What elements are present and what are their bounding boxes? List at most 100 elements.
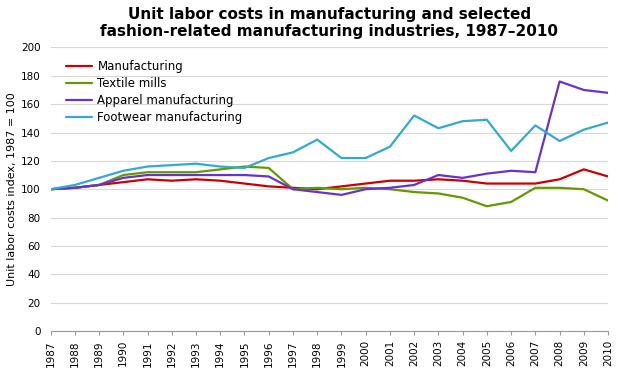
Manufacturing <box>120 180 127 184</box>
Footwear manufacturing <box>410 113 418 118</box>
Footwear manufacturing <box>144 164 151 169</box>
Textile mills <box>168 170 175 174</box>
Apparel manufacturing <box>410 182 418 187</box>
Apparel manufacturing <box>386 186 394 190</box>
Footwear manufacturing <box>507 149 515 153</box>
Apparel manufacturing <box>435 173 442 177</box>
Textile mills <box>95 182 103 187</box>
Footwear manufacturing <box>168 163 175 167</box>
Manufacturing <box>386 178 394 183</box>
Apparel manufacturing <box>459 176 466 180</box>
Apparel manufacturing <box>265 174 272 179</box>
Textile mills <box>144 170 151 174</box>
Apparel manufacturing <box>314 190 321 194</box>
Footwear manufacturing <box>95 176 103 180</box>
Textile mills <box>362 186 370 190</box>
Line: Textile mills: Textile mills <box>51 167 608 206</box>
Footwear manufacturing <box>47 187 55 191</box>
Textile mills <box>241 164 248 169</box>
Footwear manufacturing <box>338 156 345 160</box>
Footwear manufacturing <box>556 139 564 143</box>
Manufacturing <box>168 178 175 183</box>
Apparel manufacturing <box>168 173 175 177</box>
Line: Apparel manufacturing: Apparel manufacturing <box>51 82 608 195</box>
Apparel manufacturing <box>241 173 248 177</box>
Apparel manufacturing <box>120 176 127 180</box>
Textile mills <box>290 187 297 191</box>
Textile mills <box>120 173 127 177</box>
Footwear manufacturing <box>192 161 200 166</box>
Legend: Manufacturing, Textile mills, Apparel manufacturing, Footwear manufacturing: Manufacturing, Textile mills, Apparel ma… <box>62 56 246 128</box>
Footwear manufacturing <box>604 120 612 125</box>
Textile mills <box>531 186 539 190</box>
Manufacturing <box>71 186 79 190</box>
Apparel manufacturing <box>556 79 564 84</box>
Textile mills <box>216 167 224 172</box>
Manufacturing <box>410 178 418 183</box>
Apparel manufacturing <box>192 173 200 177</box>
Textile mills <box>556 186 564 190</box>
Textile mills <box>604 198 612 203</box>
Footwear manufacturing <box>483 117 490 122</box>
Footwear manufacturing <box>314 137 321 142</box>
Manufacturing <box>604 174 612 179</box>
Textile mills <box>459 196 466 200</box>
Footwear manufacturing <box>580 127 588 132</box>
Footwear manufacturing <box>290 150 297 155</box>
Textile mills <box>580 187 588 191</box>
Textile mills <box>314 186 321 190</box>
Footwear manufacturing <box>216 164 224 169</box>
Footwear manufacturing <box>435 126 442 131</box>
Footwear manufacturing <box>265 156 272 160</box>
Manufacturing <box>338 184 345 189</box>
Apparel manufacturing <box>47 187 55 191</box>
Textile mills <box>386 187 394 191</box>
Manufacturing <box>314 187 321 191</box>
Manufacturing <box>483 181 490 186</box>
Manufacturing <box>435 177 442 182</box>
Apparel manufacturing <box>338 192 345 197</box>
Footwear manufacturing <box>120 169 127 173</box>
Textile mills <box>47 187 55 191</box>
Manufacturing <box>362 181 370 186</box>
Manufacturing <box>507 181 515 186</box>
Apparel manufacturing <box>483 171 490 176</box>
Footwear manufacturing <box>362 156 370 160</box>
Manufacturing <box>459 178 466 183</box>
Manufacturing <box>580 167 588 172</box>
Manufacturing <box>192 177 200 182</box>
Footwear manufacturing <box>241 166 248 170</box>
Line: Manufacturing: Manufacturing <box>51 169 608 189</box>
Footwear manufacturing <box>71 182 79 187</box>
Apparel manufacturing <box>216 173 224 177</box>
Apparel manufacturing <box>144 173 151 177</box>
Apparel manufacturing <box>604 90 612 95</box>
Textile mills <box>192 170 200 174</box>
Textile mills <box>483 204 490 209</box>
Manufacturing <box>144 177 151 182</box>
Manufacturing <box>290 186 297 190</box>
Textile mills <box>410 190 418 194</box>
Manufacturing <box>95 182 103 187</box>
Textile mills <box>71 186 79 190</box>
Manufacturing <box>265 184 272 189</box>
Textile mills <box>435 191 442 196</box>
Apparel manufacturing <box>362 187 370 191</box>
Apparel manufacturing <box>71 186 79 190</box>
Line: Footwear manufacturing: Footwear manufacturing <box>51 116 608 189</box>
Apparel manufacturing <box>290 187 297 191</box>
Textile mills <box>338 187 345 191</box>
Apparel manufacturing <box>95 182 103 187</box>
Textile mills <box>507 200 515 204</box>
Title: Unit labor costs in manufacturing and selected
fashion-related manufacturing ind: Unit labor costs in manufacturing and se… <box>100 7 559 39</box>
Manufacturing <box>241 181 248 186</box>
Manufacturing <box>216 178 224 183</box>
Footwear manufacturing <box>531 123 539 128</box>
Y-axis label: Unit labor costs index, 1987 = 100: Unit labor costs index, 1987 = 100 <box>7 92 17 286</box>
Footwear manufacturing <box>386 144 394 149</box>
Footwear manufacturing <box>459 119 466 124</box>
Manufacturing <box>556 177 564 182</box>
Manufacturing <box>47 187 55 191</box>
Apparel manufacturing <box>531 170 539 174</box>
Textile mills <box>265 166 272 170</box>
